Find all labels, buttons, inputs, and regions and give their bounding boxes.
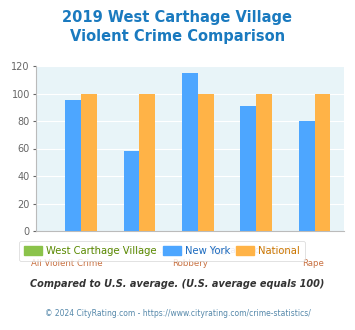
Text: Rape: Rape bbox=[302, 259, 324, 268]
Text: Aggravated Assault: Aggravated Assault bbox=[209, 246, 294, 255]
Text: Robbery: Robbery bbox=[172, 259, 208, 268]
Text: All Violent Crime: All Violent Crime bbox=[31, 259, 102, 268]
Text: Compared to U.S. average. (U.S. average equals 100): Compared to U.S. average. (U.S. average … bbox=[30, 279, 325, 289]
Bar bbox=[124, 151, 140, 231]
Text: 2019 West Carthage Village
Violent Crime Comparison: 2019 West Carthage Village Violent Crime… bbox=[62, 10, 293, 44]
Bar bbox=[256, 93, 272, 231]
Bar bbox=[240, 106, 256, 231]
Bar bbox=[182, 73, 198, 231]
Bar bbox=[299, 121, 315, 231]
Bar bbox=[65, 100, 81, 231]
Text: © 2024 CityRating.com - https://www.cityrating.com/crime-statistics/: © 2024 CityRating.com - https://www.city… bbox=[45, 309, 310, 317]
Bar bbox=[81, 93, 97, 231]
Legend: West Carthage Village, New York, National: West Carthage Village, New York, Nationa… bbox=[19, 241, 305, 261]
Bar bbox=[198, 93, 214, 231]
Bar bbox=[140, 93, 155, 231]
Bar bbox=[315, 93, 330, 231]
Text: Murder & Mans...: Murder & Mans... bbox=[91, 246, 165, 255]
